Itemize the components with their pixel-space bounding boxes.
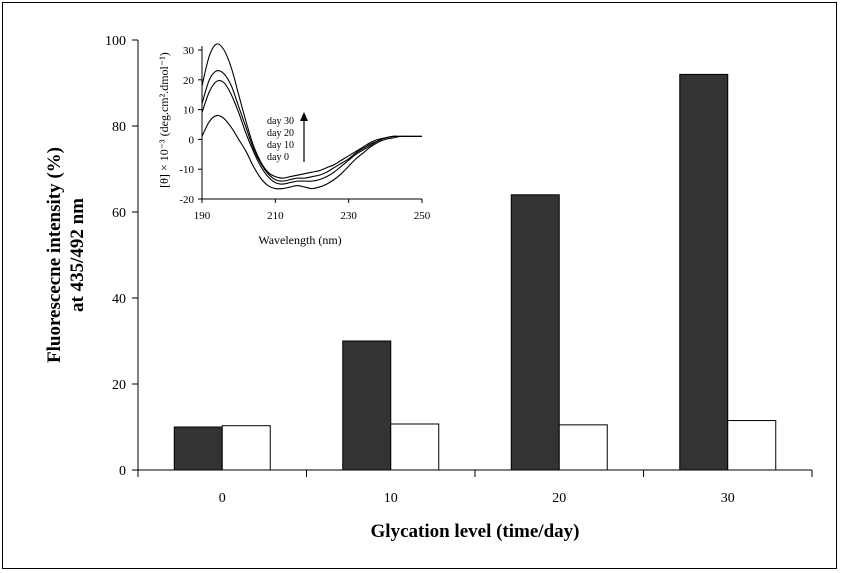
x-tick-label: 20 <box>552 491 566 506</box>
inset-y-tick-label: -20 <box>179 194 194 206</box>
inset-y-tick-label: 30 <box>183 45 195 57</box>
bar-series2-0 <box>221 425 271 471</box>
inset-x-ticks: 190 210 230 250 <box>194 199 431 222</box>
x-tick-label: 30 <box>721 491 735 506</box>
inset-line-day-30 <box>201 43 422 179</box>
bar-series2-30 <box>727 420 777 471</box>
bars <box>173 73 777 471</box>
y-tick-label: 100 <box>105 34 126 49</box>
inset-line-day-0 <box>201 114 422 190</box>
inset-line-day-20 <box>201 70 422 182</box>
bar-series1-0 <box>173 426 223 471</box>
y-tick-label: 60 <box>112 206 126 221</box>
bar-series1-10 <box>342 340 392 471</box>
inset-y-ticks: -20 -10 0 10 20 30 <box>179 45 202 206</box>
inset-legend-arrow-head <box>300 112 308 121</box>
x-tick-label: 0 <box>219 491 226 506</box>
inset-x-tick-label: 210 <box>267 210 284 222</box>
bar-series1-20 <box>510 194 560 471</box>
bar-series1-30 <box>679 73 729 471</box>
x-tick-label: 10 <box>384 491 398 506</box>
inset-legend-entry: day 10 <box>267 140 294 151</box>
y-ticks: 0 20 40 60 80 100 <box>105 34 138 479</box>
inset-y-tick-label: 10 <box>183 105 195 117</box>
x-axis-title: Glycation level (time/day) <box>371 521 580 542</box>
bar-series2-10 <box>390 423 440 471</box>
inset-y-axis-title: [θ] × 10⁻³ (deg.cm².dmol⁻¹) <box>157 52 171 188</box>
inset-y-tick-label: 0 <box>189 134 195 146</box>
inset-x-tick-label: 250 <box>414 210 431 222</box>
y-axis-title-line2: at 435/492 nm <box>67 198 88 312</box>
y-tick-label: 80 <box>112 120 126 135</box>
inset-legend-entry: day 30 <box>267 116 294 127</box>
y-tick-label: 40 <box>112 292 126 307</box>
inset-x-axis-title: Wavelength (nm) <box>258 233 341 247</box>
inset-x-tick-label: 190 <box>194 210 211 222</box>
x-ticks: 0 10 20 30 <box>137 470 813 506</box>
y-tick-label: 20 <box>112 378 126 393</box>
inset-x-tick-label: 230 <box>340 210 357 222</box>
y-tick-label: 0 <box>119 464 126 479</box>
bar-series2-20 <box>558 424 608 471</box>
inset-y-tick-label: -10 <box>179 164 194 176</box>
inset-series-lines <box>201 43 422 190</box>
inset-cd-spectrum: -20 -10 0 10 20 30 190 210 230 250 Wavelength (n… <box>157 43 431 247</box>
inset-y-tick-label: 20 <box>183 75 195 87</box>
inset-legend-entry: day 0 <box>267 152 289 163</box>
y-axis-title-line1: Fluorescecne intensity (%) <box>44 147 65 363</box>
inset-legend-entry: day 20 <box>267 128 294 139</box>
